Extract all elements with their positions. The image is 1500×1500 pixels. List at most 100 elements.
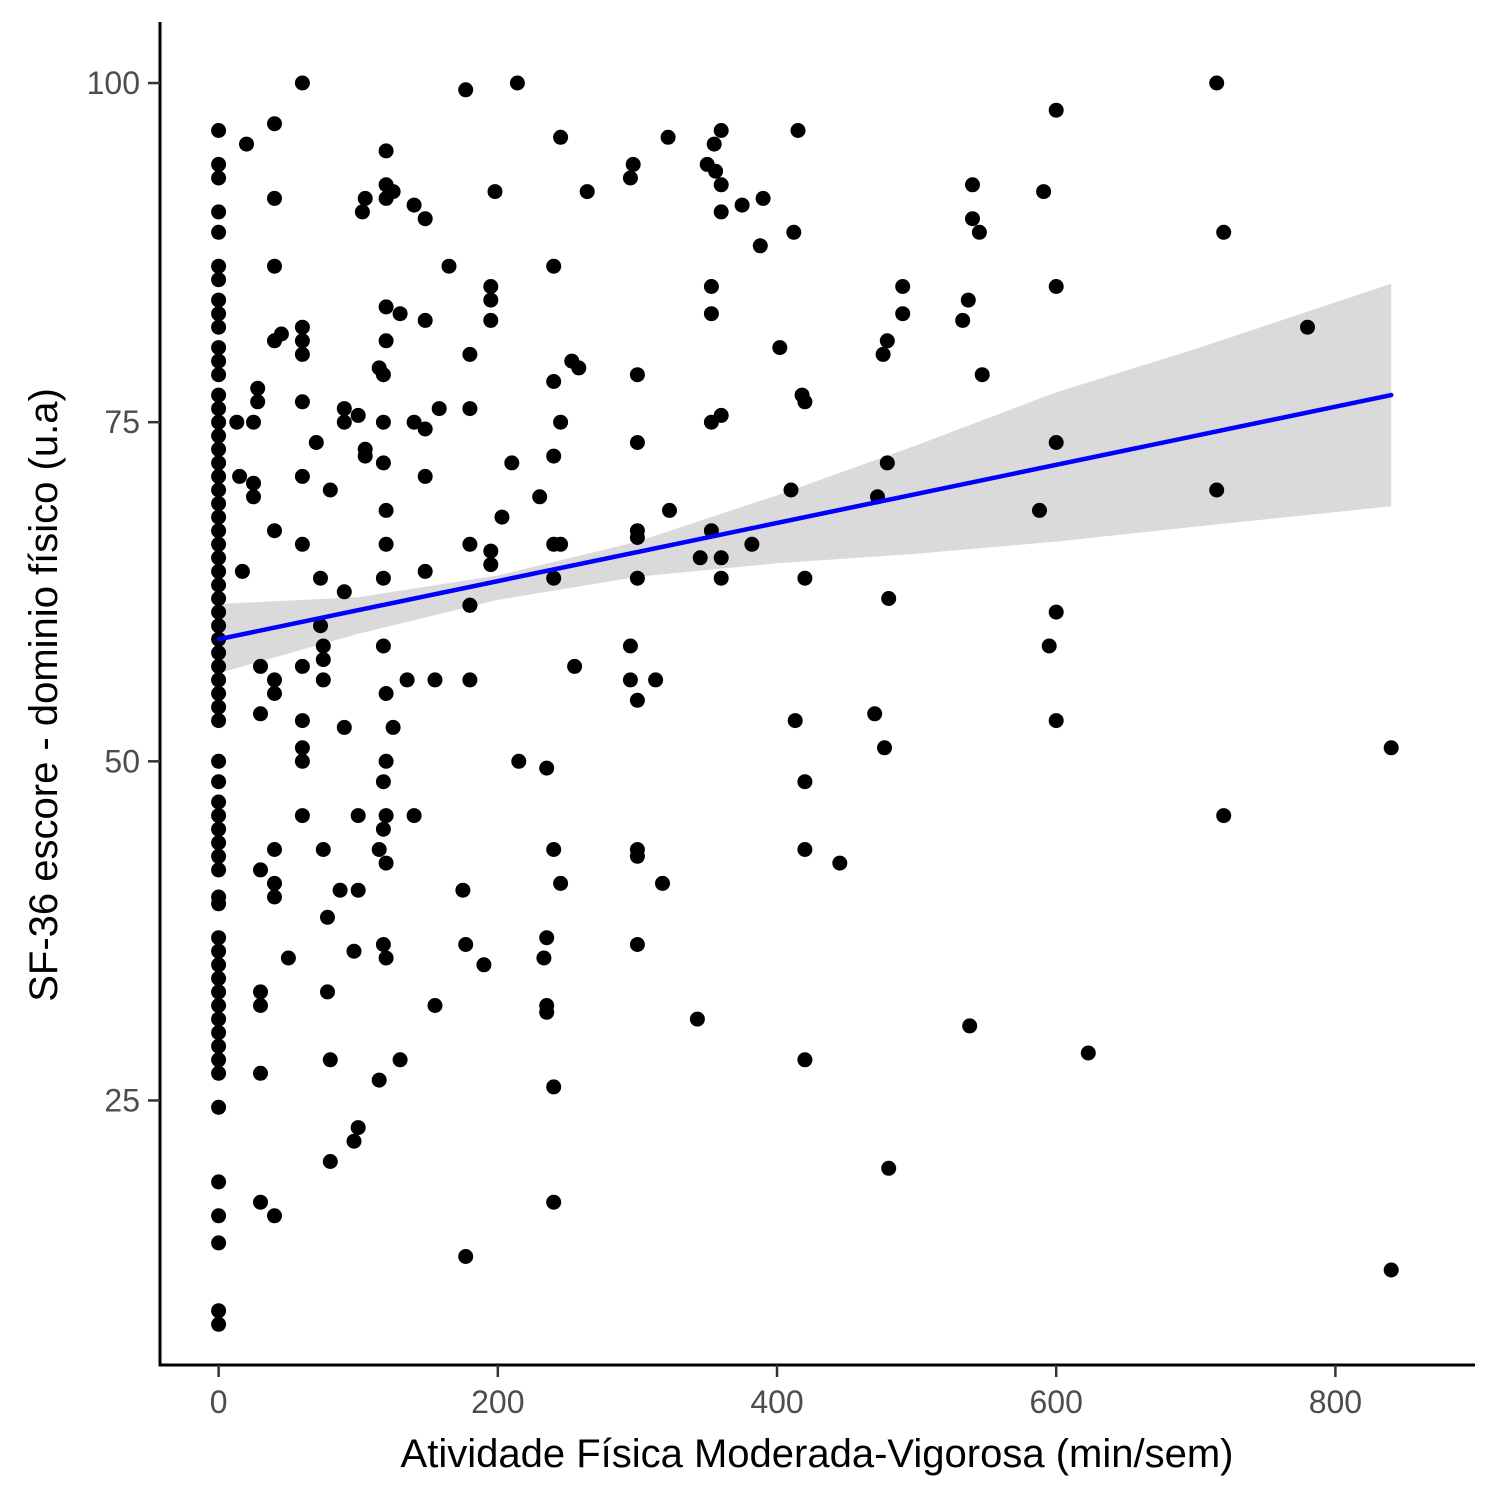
data-point <box>539 1004 555 1020</box>
data-point <box>546 374 562 389</box>
data-point <box>211 645 227 661</box>
y-tick-label: 25 <box>104 1082 140 1118</box>
data-point <box>375 570 391 586</box>
data-point <box>553 875 569 891</box>
data-point <box>350 808 366 824</box>
data-point <box>1216 224 1232 240</box>
data-point <box>267 842 282 857</box>
data-point <box>406 808 422 824</box>
data-point <box>211 550 227 566</box>
y-tick-label: 100 <box>87 65 140 101</box>
data-point <box>1216 808 1232 824</box>
data-point <box>629 367 645 383</box>
data-point <box>483 543 499 559</box>
data-point <box>211 306 227 322</box>
data-point <box>375 455 391 471</box>
data-point <box>399 672 415 688</box>
data-point <box>629 848 645 864</box>
data-point <box>250 380 266 396</box>
data-point <box>875 346 891 362</box>
data-point <box>406 197 422 213</box>
data-point <box>462 672 478 688</box>
data-point <box>253 998 268 1013</box>
data-point <box>483 292 499 308</box>
data-point <box>294 346 310 362</box>
data-point <box>797 1052 813 1068</box>
trend-line-layer <box>216 392 1394 642</box>
confidence-band-layer <box>218 283 1392 674</box>
data-point <box>703 306 719 322</box>
data-point <box>965 177 980 193</box>
data-point <box>211 618 227 634</box>
data-point <box>211 1208 227 1224</box>
data-point <box>1383 1262 1399 1278</box>
data-point <box>375 638 391 654</box>
data-point <box>211 123 227 138</box>
data-point <box>294 468 310 484</box>
data-point <box>567 658 583 674</box>
data-point <box>267 889 282 905</box>
data-point <box>553 129 569 145</box>
data-point <box>211 699 227 715</box>
data-point <box>211 672 227 688</box>
data-point <box>752 238 768 254</box>
data-point <box>232 468 248 484</box>
data-point <box>713 570 729 586</box>
data-point <box>211 340 227 356</box>
data-point <box>974 367 990 383</box>
data-point <box>786 224 802 240</box>
data-point <box>571 360 587 376</box>
data-point <box>211 1052 227 1068</box>
data-point <box>629 530 645 545</box>
data-point <box>211 862 227 878</box>
data-point <box>229 414 245 430</box>
data-point <box>211 224 227 240</box>
data-point <box>392 306 408 322</box>
data-point <box>539 760 555 776</box>
data-point <box>772 340 788 356</box>
data-point <box>294 333 310 349</box>
data-point <box>375 937 391 952</box>
data-point <box>755 190 771 206</box>
data-point <box>294 753 310 769</box>
data-point <box>375 821 391 837</box>
data-point <box>211 1174 227 1190</box>
data-point <box>211 848 227 864</box>
data-point <box>462 401 478 417</box>
data-point <box>211 156 227 172</box>
data-point <box>553 536 569 552</box>
data-point <box>267 672 282 688</box>
data-point <box>211 441 227 457</box>
data-point <box>211 658 227 674</box>
data-point <box>462 346 478 362</box>
data-point <box>294 536 310 552</box>
y-axis-title: SF-36 escore - dominio físico (u.a) <box>22 388 66 1002</box>
data-point <box>797 774 813 790</box>
data-point <box>378 502 394 518</box>
data-point <box>211 258 227 274</box>
data-point <box>253 862 268 878</box>
data-point <box>211 1065 227 1081</box>
data-point <box>483 557 499 573</box>
data-point <box>211 896 227 912</box>
data-point <box>253 658 268 674</box>
data-point <box>378 808 394 824</box>
data-point <box>483 279 499 294</box>
data-point <box>211 401 227 417</box>
data-point <box>253 706 268 722</box>
data-point <box>211 523 227 539</box>
data-point <box>336 584 352 600</box>
data-point <box>662 502 677 518</box>
data-point <box>713 177 729 193</box>
data-point <box>336 719 352 735</box>
data-point <box>211 468 227 484</box>
data-point <box>350 882 366 898</box>
data-point <box>211 943 227 959</box>
data-point <box>294 75 310 91</box>
data-point <box>211 482 227 498</box>
data-point <box>881 591 897 606</box>
data-point <box>246 475 261 491</box>
data-point <box>253 1194 268 1210</box>
data-point <box>692 550 708 566</box>
